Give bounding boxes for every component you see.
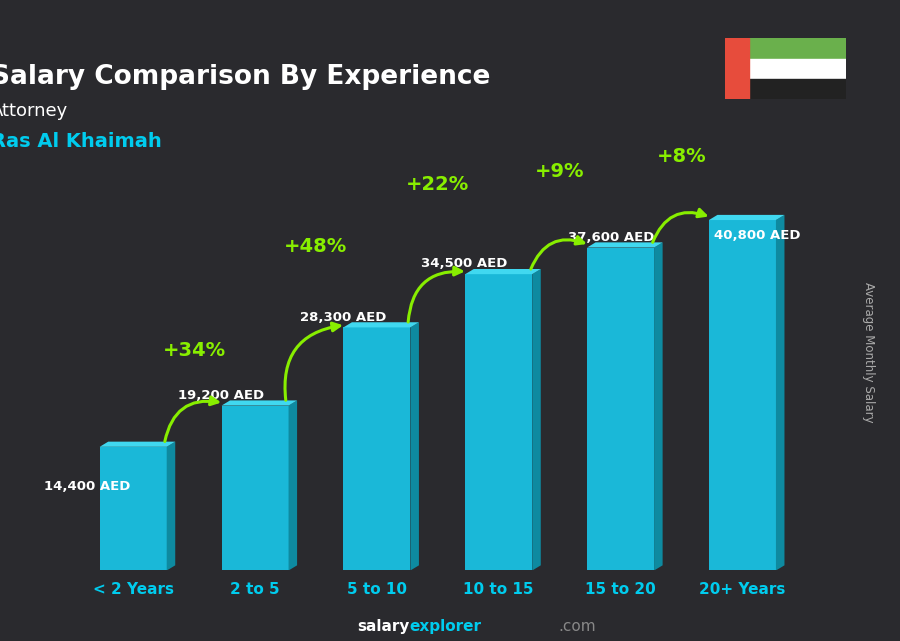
Polygon shape: [289, 401, 297, 570]
Polygon shape: [166, 442, 176, 570]
Text: +34%: +34%: [163, 341, 226, 360]
Bar: [749, 38, 846, 59]
Text: salary: salary: [357, 619, 410, 635]
Polygon shape: [344, 328, 410, 570]
Polygon shape: [100, 442, 176, 447]
Text: Ras Al Khaimah: Ras Al Khaimah: [0, 133, 161, 151]
Text: +9%: +9%: [535, 162, 584, 181]
Text: 34,500 AED: 34,500 AED: [421, 257, 508, 271]
Text: +8%: +8%: [657, 147, 706, 166]
Text: 40,800 AED: 40,800 AED: [714, 229, 800, 242]
Bar: [749, 79, 846, 99]
Text: Salary Comparison By Experience: Salary Comparison By Experience: [0, 63, 490, 90]
Text: +48%: +48%: [284, 237, 347, 256]
Polygon shape: [465, 274, 532, 570]
Bar: [724, 38, 749, 99]
Text: Attorney: Attorney: [0, 103, 68, 121]
Text: +22%: +22%: [406, 176, 470, 194]
Polygon shape: [221, 406, 289, 570]
Polygon shape: [221, 401, 297, 406]
Text: 28,300 AED: 28,300 AED: [300, 311, 386, 324]
Polygon shape: [587, 242, 662, 247]
Text: 14,400 AED: 14,400 AED: [44, 480, 130, 493]
Text: explorer: explorer: [410, 619, 482, 635]
Polygon shape: [410, 322, 419, 570]
Polygon shape: [532, 269, 541, 570]
Polygon shape: [709, 215, 785, 220]
Polygon shape: [465, 269, 541, 274]
Text: .com: .com: [558, 619, 596, 635]
Text: Average Monthly Salary: Average Monthly Salary: [862, 282, 875, 423]
Polygon shape: [587, 247, 654, 570]
Polygon shape: [776, 215, 785, 570]
Polygon shape: [709, 220, 776, 570]
Polygon shape: [100, 447, 166, 570]
Text: 19,200 AED: 19,200 AED: [178, 388, 264, 402]
Polygon shape: [344, 322, 418, 328]
Bar: [749, 59, 846, 79]
Polygon shape: [654, 242, 662, 570]
Text: 37,600 AED: 37,600 AED: [568, 231, 654, 244]
